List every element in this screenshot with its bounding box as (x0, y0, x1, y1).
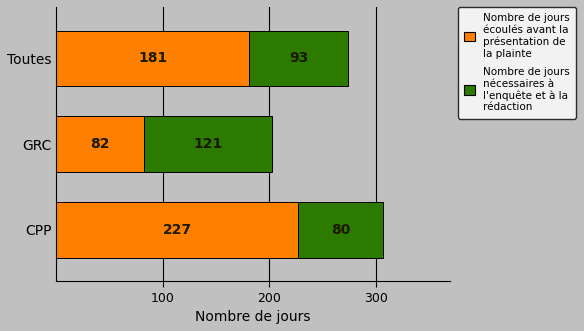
Bar (56, 116, 144, 172)
Text: 227: 227 (162, 223, 192, 237)
X-axis label: Nombre de jours: Nombre de jours (196, 310, 311, 324)
Text: 121: 121 (193, 137, 223, 151)
Bar (144, 116, 272, 172)
Bar (249, 30, 348, 86)
Bar (298, 202, 383, 258)
Text: 80: 80 (331, 223, 350, 237)
Bar (56, 30, 249, 86)
Text: 82: 82 (90, 137, 110, 151)
Bar (56, 202, 298, 258)
Legend: Nombre de jours
écoulés avant la
présentation de
la plainte, Nombre de jours
néc: Nombre de jours écoulés avant la présent… (458, 7, 576, 118)
Text: 181: 181 (138, 51, 167, 65)
Text: 93: 93 (288, 51, 308, 65)
